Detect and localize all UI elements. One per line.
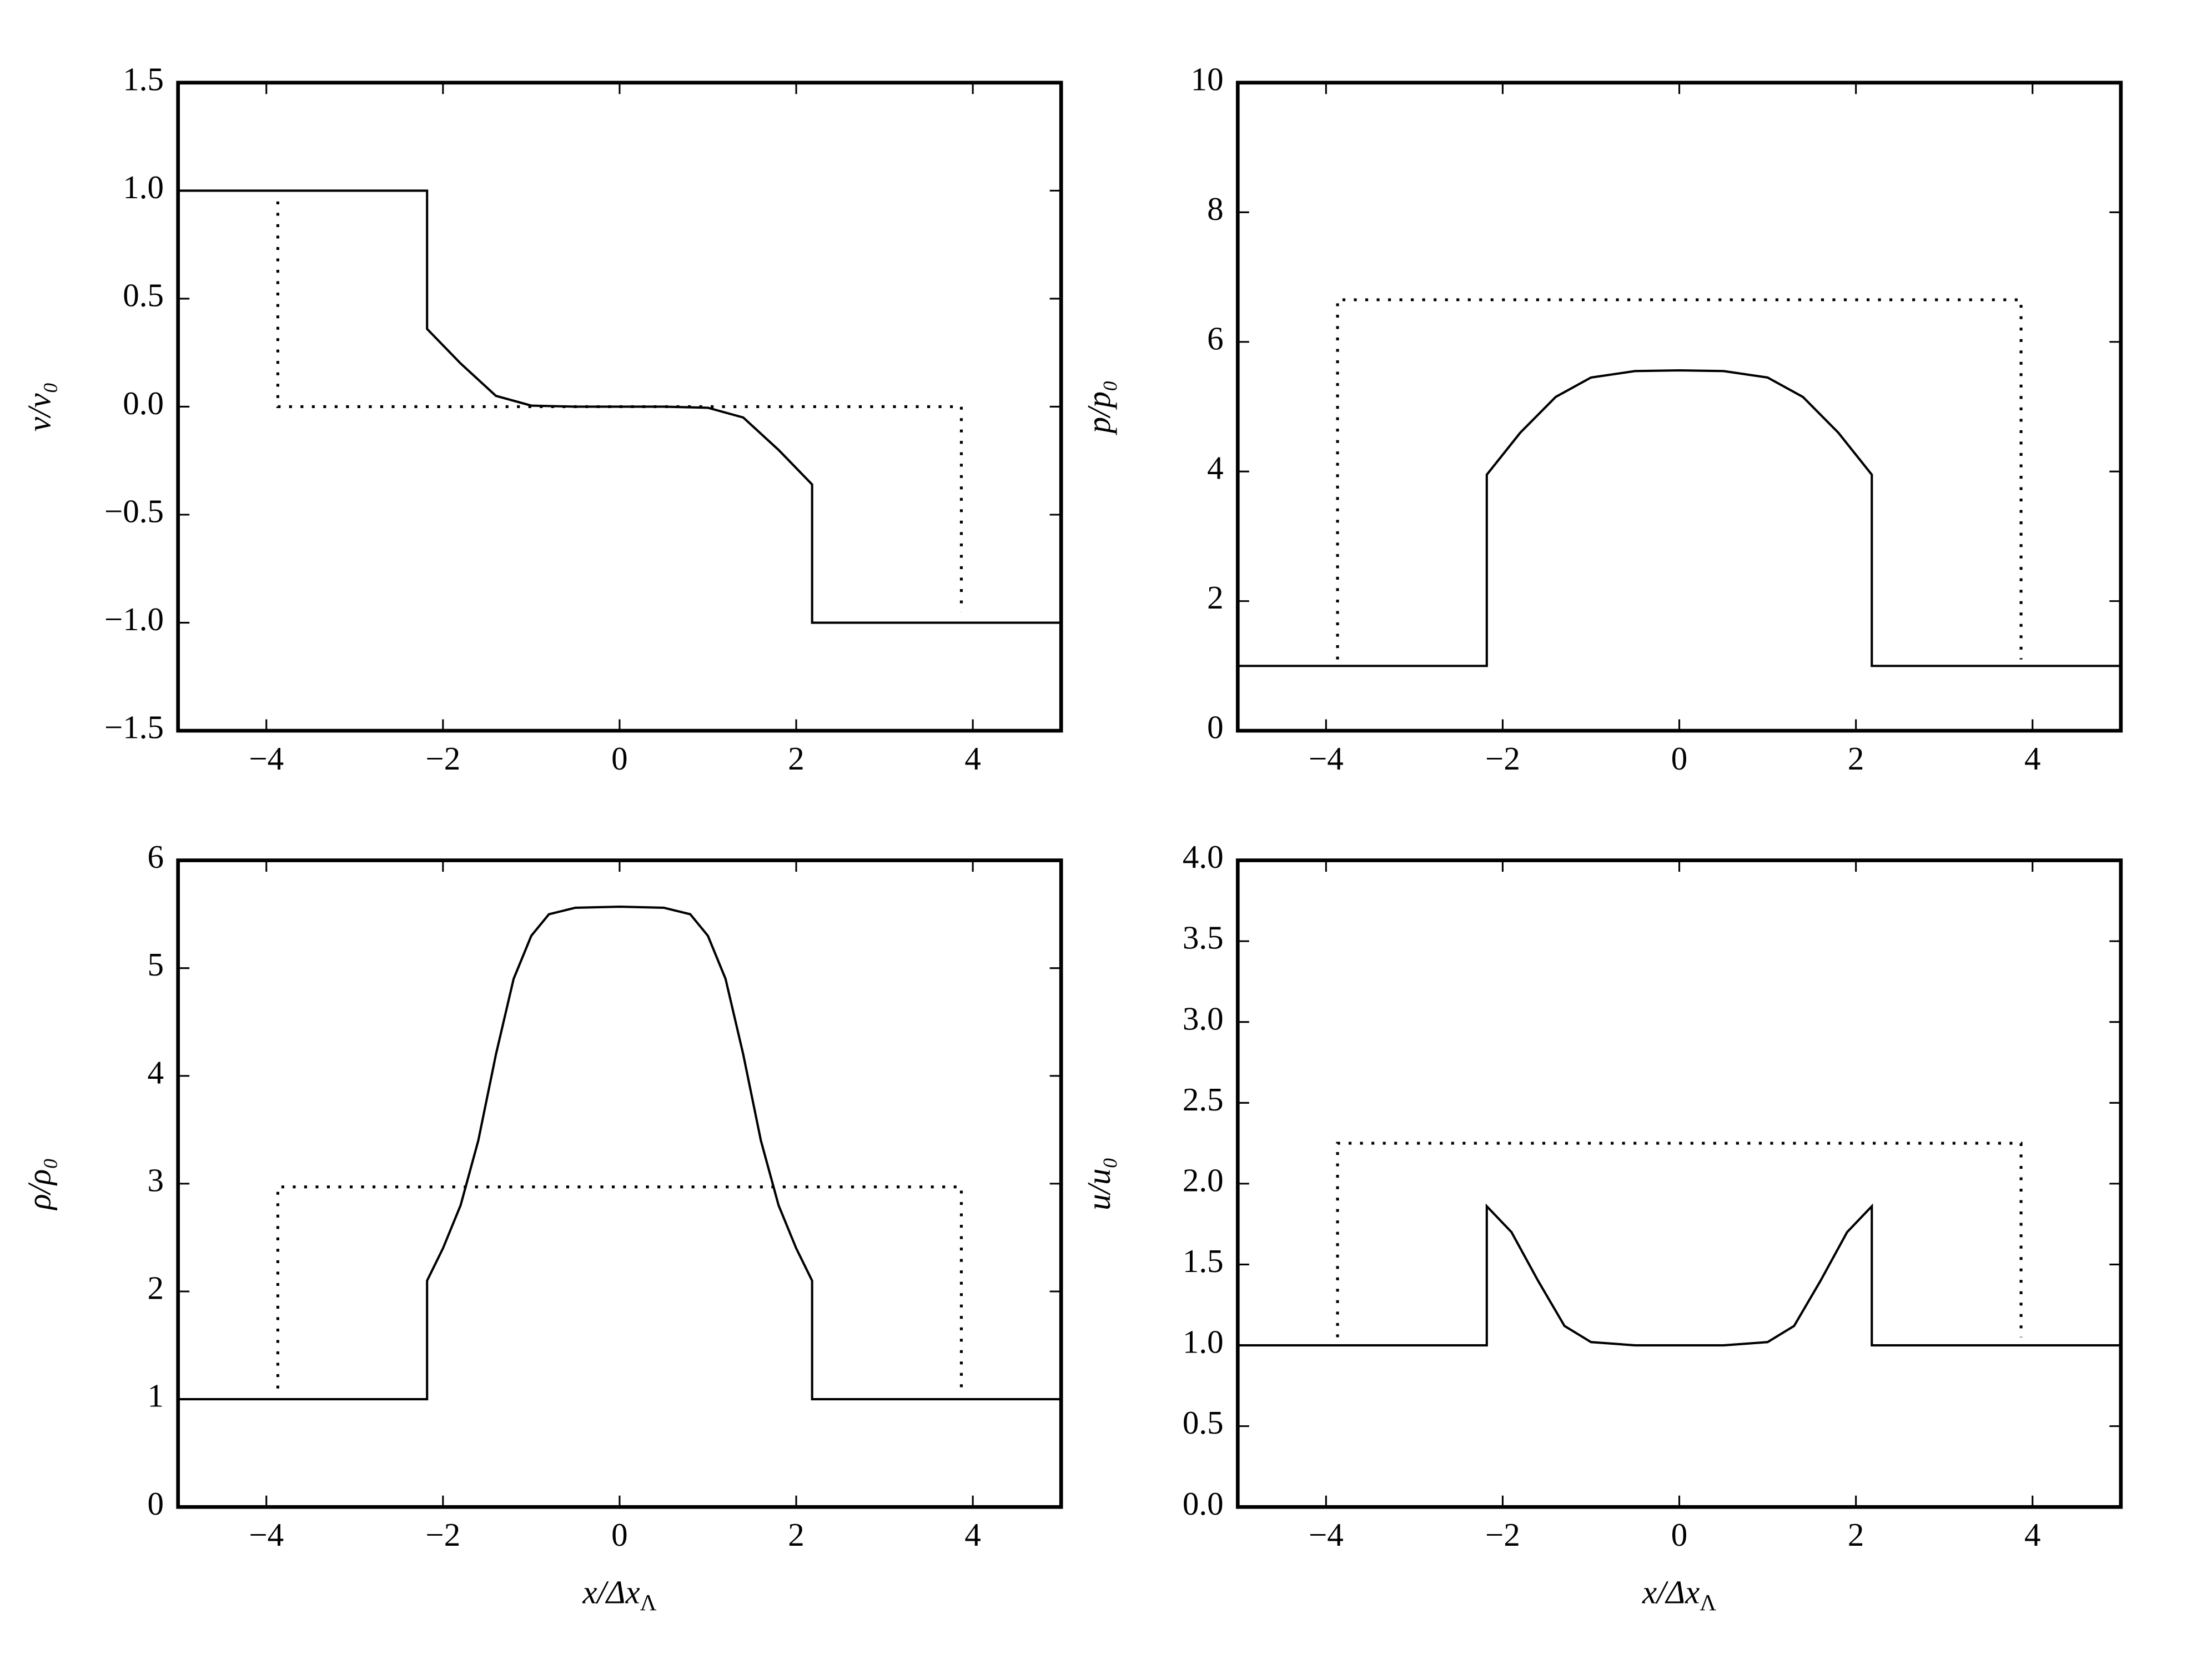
y-tick-label: 0.0 [1183, 1485, 1224, 1522]
y-tick-label: 0.5 [123, 276, 164, 313]
data-line [1336, 1142, 2023, 1338]
plot-frame [176, 81, 1063, 733]
y-tick-label: 6 [1207, 320, 1224, 356]
x-tick-label: −2 [1485, 740, 1520, 777]
data-line [276, 201, 963, 612]
y-tick-label: 6 [148, 838, 164, 875]
y-axis-label: v/v₀ [21, 382, 58, 431]
y-tick-label: 8 [1207, 190, 1224, 227]
data-line [1238, 369, 2121, 667]
y-axis-label: u/u₀ [1080, 1157, 1117, 1210]
x-tick-label: −4 [249, 1516, 284, 1553]
x-axis-label-main: x/Δx [582, 1573, 640, 1610]
y-tick-label: 0 [1207, 709, 1224, 746]
x-tick-label: −4 [249, 740, 284, 777]
y-tick-label: 5 [148, 946, 164, 983]
y-tick-label: 1.5 [123, 61, 164, 97]
x-axis-label-sub: Λ [1700, 1590, 1716, 1616]
y-tick-label: 4.0 [1183, 838, 1224, 875]
x-tick-label: 2 [1848, 1516, 1864, 1553]
data-line [276, 1185, 963, 1389]
x-tick-label: −2 [425, 740, 460, 777]
y-tick-label: 10 [1191, 61, 1224, 97]
data-line [178, 905, 1062, 1401]
y-tick-label: −1.5 [104, 709, 164, 746]
plot-frame [176, 858, 1063, 1509]
x-tick-label: 4 [964, 1516, 981, 1553]
x-tick-label: 0 [1671, 1516, 1688, 1553]
x-axis-label: x/ΔxΛ [582, 1573, 656, 1616]
y-tick-label: 1 [148, 1378, 164, 1414]
y-axis-label: ρ/ρ₀ [21, 1158, 58, 1211]
x-tick-label: 4 [964, 740, 981, 777]
y-tick-label: 3 [148, 1162, 164, 1198]
y-tick-label: 2.5 [1183, 1081, 1224, 1118]
x-tick-label: 2 [788, 1516, 805, 1553]
y-tick-label: 2 [1207, 579, 1224, 616]
x-tick-label: −4 [1309, 740, 1344, 777]
x-axis-label-main: x/Δx [1642, 1573, 1700, 1610]
y-tick-label: −1.0 [104, 601, 164, 637]
y-tick-label: 4 [1207, 450, 1224, 486]
y-tick-label: 3.0 [1183, 1000, 1224, 1037]
x-axis-label: x/ΔxΛ [1642, 1573, 1716, 1616]
x-tick-label: 2 [788, 740, 805, 777]
y-tick-label: 2 [148, 1270, 164, 1306]
y-tick-label: −0.5 [104, 493, 164, 530]
y-tick-label: 1.5 [1183, 1243, 1224, 1279]
y-tick-label: 2.0 [1183, 1162, 1224, 1198]
plot-frame [1235, 858, 2123, 1509]
x-tick-label: −2 [1485, 1516, 1520, 1553]
x-tick-label: −4 [1309, 1516, 1344, 1553]
y-axis-label: p/p₀ [1080, 380, 1117, 436]
y-tick-label: 4 [148, 1054, 164, 1090]
x-axis-label-sub: Λ [640, 1590, 657, 1616]
x-tick-label: 4 [2024, 740, 2041, 777]
data-line [1238, 1203, 2121, 1347]
x-tick-label: 4 [2024, 1516, 2041, 1553]
x-tick-label: 2 [1848, 740, 1864, 777]
y-tick-label: 0.5 [1183, 1404, 1224, 1441]
y-tick-label: 0 [148, 1485, 164, 1522]
x-tick-label: 0 [1671, 740, 1688, 777]
y-tick-label: 1.0 [123, 169, 164, 205]
y-tick-label: 3.5 [1183, 919, 1224, 956]
x-tick-label: −2 [425, 1516, 460, 1553]
x-tick-label: 0 [611, 1516, 627, 1553]
plot-frame [1235, 81, 2123, 733]
y-tick-label: 0.0 [123, 385, 164, 421]
x-tick-label: 0 [611, 740, 627, 777]
y-tick-label: 1.0 [1183, 1324, 1224, 1360]
data-line [1336, 298, 2023, 660]
